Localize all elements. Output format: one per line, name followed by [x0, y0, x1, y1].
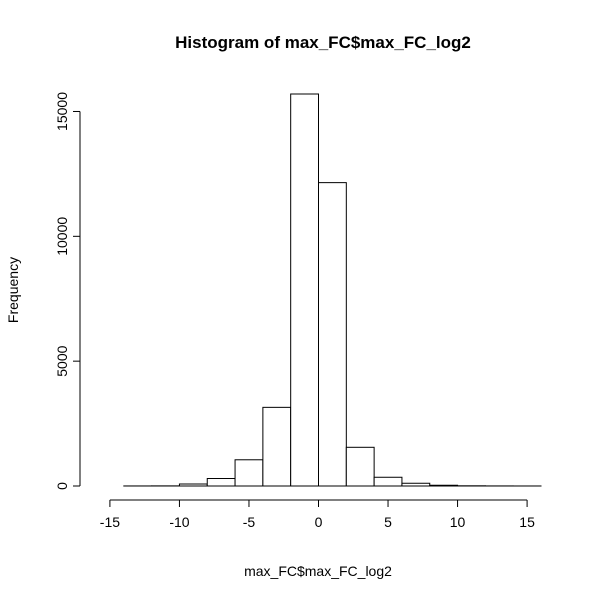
x-tick-label: 10: [450, 514, 466, 530]
bar-group: [123, 93, 542, 487]
y-tick-label: 10000: [54, 217, 70, 256]
histogram-bar: [318, 182, 347, 487]
chart-title: Histogram of max_FC$max_FC_log2: [175, 33, 471, 52]
x-tick-label: 0: [315, 514, 323, 530]
x-axis: -15 -10 -5 0 5 10 15: [100, 499, 535, 530]
histogram-bar: [206, 478, 236, 487]
y-axis: 0 5000 10000 15000: [54, 92, 81, 490]
y-tick-label: 5000: [54, 345, 70, 376]
x-axis-label: max_FC$max_FC_log2: [244, 563, 392, 579]
histogram-bar: [345, 446, 375, 487]
histogram-bar: [290, 93, 319, 487]
y-tick-label: 15000: [54, 92, 70, 131]
x-tick-label: -5: [243, 514, 256, 530]
histogram-bar: [234, 459, 264, 487]
x-tick-label: -10: [169, 514, 189, 530]
y-axis-label: Frequency: [5, 257, 21, 323]
x-tick-label: -15: [100, 514, 120, 530]
histogram-bar: [373, 476, 403, 487]
x-tick-label: 5: [384, 514, 392, 530]
x-tick-label: 15: [519, 514, 535, 530]
y-tick-label: 0: [54, 482, 70, 490]
histogram-bar: [401, 482, 431, 487]
histogram-bar: [262, 406, 292, 487]
histogram-bar: [429, 484, 459, 487]
histogram-bar: [178, 483, 208, 487]
